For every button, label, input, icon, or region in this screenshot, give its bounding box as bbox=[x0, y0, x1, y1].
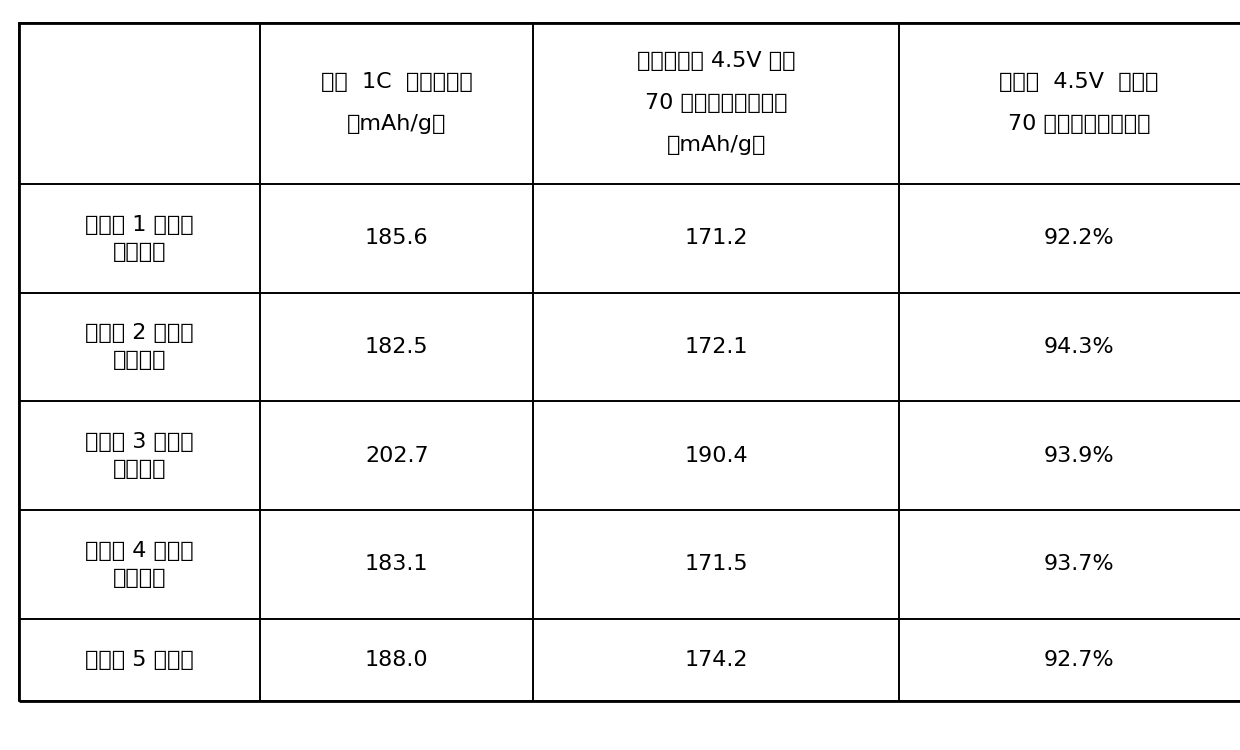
Bar bbox=[533, 184, 899, 292]
Bar bbox=[19, 292, 260, 401]
Bar bbox=[533, 510, 899, 619]
Bar bbox=[899, 401, 1240, 510]
Bar bbox=[260, 184, 533, 292]
Text: （mAh/g）: （mAh/g） bbox=[666, 135, 766, 155]
Bar bbox=[899, 184, 1240, 292]
Text: 202.7: 202.7 bbox=[365, 446, 429, 466]
Text: 174.2: 174.2 bbox=[684, 650, 748, 670]
Bar bbox=[19, 184, 260, 292]
Text: 188.0: 188.0 bbox=[365, 650, 429, 670]
Text: 实施例 1 制备的: 实施例 1 制备的 bbox=[86, 214, 193, 235]
Text: 185.6: 185.6 bbox=[365, 228, 429, 248]
Bar bbox=[899, 619, 1240, 701]
Text: 实施例 4 制备的: 实施例 4 制备的 bbox=[86, 541, 193, 561]
Bar bbox=[260, 510, 533, 619]
Text: 实施例 2 制备的: 实施例 2 制备的 bbox=[86, 323, 193, 344]
Text: 扣式电池: 扣式电池 bbox=[113, 568, 166, 588]
Text: 实施例 5 制备的: 实施例 5 制备的 bbox=[86, 650, 193, 670]
Text: 171.2: 171.2 bbox=[684, 228, 748, 248]
Bar bbox=[19, 22, 260, 184]
Text: 171.5: 171.5 bbox=[684, 554, 748, 574]
Text: 首次  1C  放电比容量: 首次 1C 放电比容量 bbox=[321, 72, 472, 92]
Bar bbox=[533, 292, 899, 401]
Text: 93.9%: 93.9% bbox=[1044, 446, 1114, 466]
Bar bbox=[260, 619, 533, 701]
Text: 70 次时的容量保持率: 70 次时的容量保持率 bbox=[1008, 114, 1149, 134]
Text: 扣式电池: 扣式电池 bbox=[113, 242, 166, 262]
Text: 实施例 3 制备的: 实施例 3 制备的 bbox=[86, 432, 193, 452]
Text: 扣式电池: 扣式电池 bbox=[113, 459, 166, 479]
Text: 190.4: 190.4 bbox=[684, 446, 748, 466]
Text: 扣式电池: 扣式电池 bbox=[113, 350, 166, 370]
Bar bbox=[899, 510, 1240, 619]
Text: 182.5: 182.5 bbox=[365, 337, 429, 357]
Bar bbox=[260, 292, 533, 401]
Text: 92.7%: 92.7% bbox=[1044, 650, 1114, 670]
Text: （mAh/g）: （mAh/g） bbox=[347, 114, 446, 134]
Bar bbox=[260, 401, 533, 510]
Bar bbox=[260, 22, 533, 184]
Bar bbox=[533, 22, 899, 184]
Text: 183.1: 183.1 bbox=[365, 554, 429, 574]
Bar bbox=[899, 22, 1240, 184]
Text: 70 次后放电剩余容量: 70 次后放电剩余容量 bbox=[645, 93, 787, 113]
Text: 92.2%: 92.2% bbox=[1044, 228, 1114, 248]
Text: 高电压  4.5V  下循环: 高电压 4.5V 下循环 bbox=[999, 72, 1158, 92]
Text: 172.1: 172.1 bbox=[684, 337, 748, 357]
Bar bbox=[19, 619, 260, 701]
Text: 94.3%: 94.3% bbox=[1044, 337, 1114, 357]
Bar bbox=[533, 401, 899, 510]
Text: 经过高电压 4.5V 循环: 经过高电压 4.5V 循环 bbox=[637, 51, 795, 71]
Bar bbox=[533, 619, 899, 701]
Bar bbox=[19, 401, 260, 510]
Text: 93.7%: 93.7% bbox=[1044, 554, 1114, 574]
Bar bbox=[899, 292, 1240, 401]
Bar bbox=[19, 510, 260, 619]
